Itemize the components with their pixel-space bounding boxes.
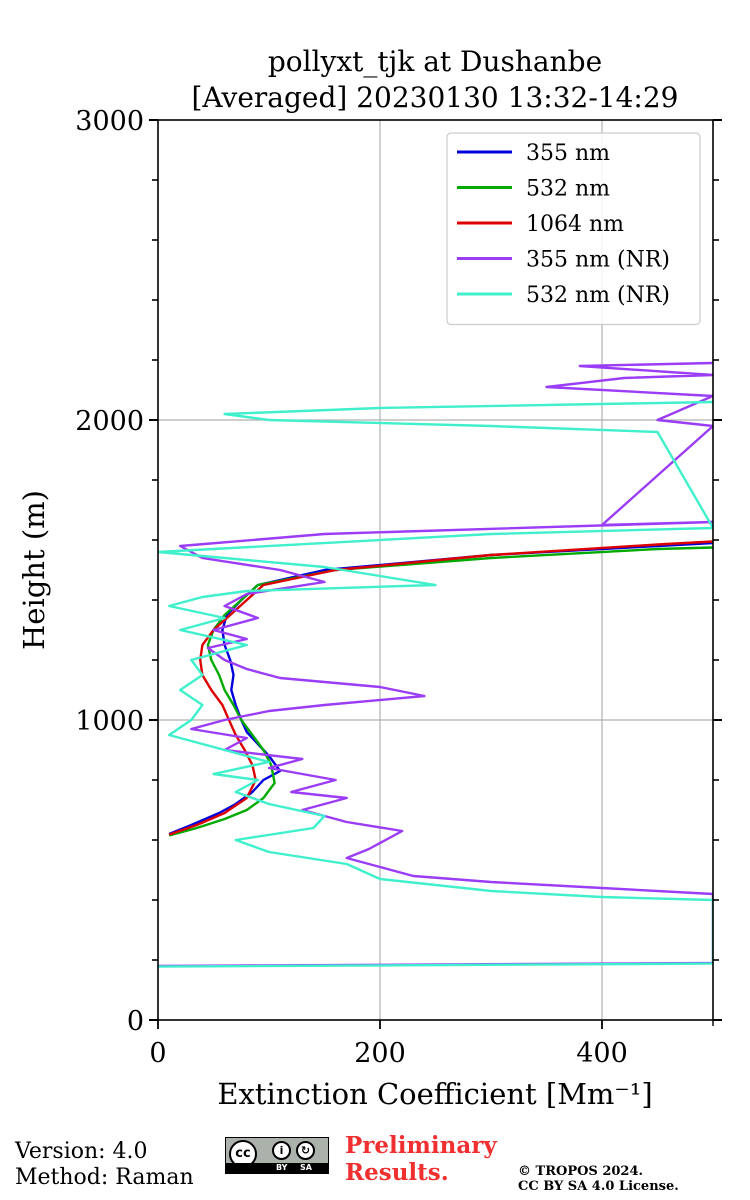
series-line-5 xyxy=(158,400,713,968)
cc-by-sa-badge: cc i ↻ BY SA xyxy=(225,1137,329,1174)
version-text: Version: 4.0 xyxy=(15,1139,148,1164)
legend-entry: 355 nm (NR) xyxy=(526,248,670,273)
copyright-line-2: CC BY SA 4.0 License. xyxy=(518,1179,679,1194)
legend-box xyxy=(446,132,701,326)
legend-entry: 355 nm xyxy=(526,141,610,166)
legend-entry: 532 nm (NR) xyxy=(526,283,670,308)
legend-entry: 1064 nm xyxy=(526,212,624,237)
badge-sa-text: SA xyxy=(300,1163,312,1172)
version-info: Version: 4.0 Method: Raman xyxy=(15,1139,194,1191)
x-tick-label: 400 xyxy=(576,1038,628,1069)
series-line-4 xyxy=(158,361,713,968)
legend-entry: 532 nm xyxy=(526,177,610,202)
y-tick-label: 1000 xyxy=(75,706,144,737)
legend: 355 nm 532 nm 1064 nm 355 nm (NR) 532 nm (NR… xyxy=(446,132,701,326)
x-tick-label: 0 xyxy=(149,1038,166,1069)
sa-share-alike-icon: ↻ xyxy=(296,1141,315,1160)
y-tick-label: 0 xyxy=(127,1006,144,1037)
by-attribution-icon: i xyxy=(272,1141,291,1160)
axis-ticks: 0 200 400 0 1000 2000 3000 xyxy=(75,106,722,1069)
y-axis-label: Height (m) xyxy=(17,490,51,650)
plot-frame xyxy=(157,119,714,1021)
y-tick-label: 3000 xyxy=(75,106,144,137)
preliminary-results-note: Preliminary Results. xyxy=(345,1132,497,1186)
preliminary-line-1: Preliminary xyxy=(345,1132,497,1159)
y-tick-label: 2000 xyxy=(75,406,144,437)
series-layer xyxy=(158,361,713,968)
copyright-notice: © TROPOS 2024. CC BY SA 4.0 License. xyxy=(518,1164,679,1194)
preliminary-line-2: Results. xyxy=(345,1159,449,1186)
x-axis-label: Extinction Coefficient [Mm⁻¹] xyxy=(217,1077,652,1111)
chart-title-line-1: pollyxt_tjk at Dushanbe xyxy=(268,45,602,78)
method-text: Method: Raman xyxy=(15,1165,194,1190)
copyright-line-1: © TROPOS 2024. xyxy=(518,1164,644,1179)
chart-title-line-2: [Averaged] 20230130 13:32-14:29 xyxy=(192,81,679,114)
series-line-3 xyxy=(168,540,713,836)
x-tick-label: 200 xyxy=(354,1038,406,1069)
badge-by-text: BY xyxy=(276,1163,288,1172)
